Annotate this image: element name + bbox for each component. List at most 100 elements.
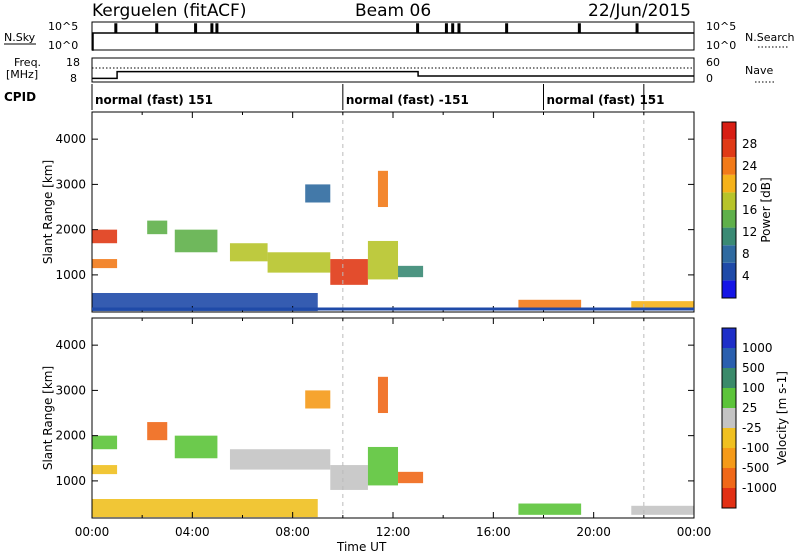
colorbar-tick-label: 20 [742, 181, 757, 195]
colorbar-swatch [722, 488, 736, 508]
colorbar-swatch [722, 468, 736, 488]
x-tick-label: 20:00 [576, 525, 611, 539]
scatter-region [147, 422, 168, 441]
scatter-region [305, 184, 331, 203]
nsky-label: N.Sky [4, 31, 36, 44]
scatter-region [518, 503, 582, 515]
freq-trace [92, 70, 694, 80]
panel-frame [91, 317, 695, 519]
colorbar-tick-label: 24 [742, 159, 757, 173]
colorbar-swatch [722, 280, 736, 298]
scatter-region [398, 265, 424, 278]
nsky-trace [92, 23, 694, 51]
freq-tick-bottom: 8 [70, 72, 77, 85]
scatter-region [92, 465, 118, 475]
beam-title: Beam 06 [355, 1, 431, 21]
scatter-region [92, 435, 118, 450]
y-tick-label: 4000 [55, 132, 86, 146]
nsky-tick-bottom: 10^0 [48, 39, 78, 52]
scatter-region [92, 259, 118, 269]
colorbar-swatch [722, 245, 736, 263]
scatter-region [147, 220, 168, 235]
colorbar-swatch [722, 328, 736, 348]
nsearch-tick-bottom: 10^0 [706, 39, 736, 52]
colorbar-swatch [722, 139, 736, 158]
colorbar-tick-label: 25 [742, 401, 757, 415]
scatter-region [92, 292, 318, 312]
station-title: Kerguelen (fitACF) [92, 1, 246, 21]
cpid-segment-label: normal (fast) -151 [346, 93, 469, 107]
scatter-region [518, 299, 582, 309]
freq-tick-top: 18 [66, 56, 80, 69]
scatter-region [377, 376, 388, 414]
colorbar-tick-label: 100 [742, 381, 765, 395]
y-tick-label: 4000 [55, 338, 86, 352]
y-axis-label: Slant Range [km] [41, 160, 55, 264]
scatter-region [330, 465, 368, 490]
scatter-region [367, 240, 399, 280]
date-title: 22/Jun/2015 [588, 1, 691, 21]
colorbar-swatch [722, 368, 736, 388]
scatter-region [267, 252, 331, 273]
colorbar-swatch [722, 428, 736, 448]
colorbar-swatch [722, 388, 736, 408]
colorbar-swatch [722, 348, 736, 368]
freq-panel [91, 57, 695, 83]
colorbar-swatch [722, 408, 736, 428]
x-axis-label: Time UT [336, 540, 387, 554]
time-axis: 00:00 04:00 08:00 12:00 16:00 20:00 00:00 [75, 525, 712, 539]
x-tick-label: 08:00 [275, 525, 310, 539]
cpid-label: CPID [4, 90, 36, 104]
colorbar-swatch [722, 262, 736, 281]
colorbar-frame [721, 121, 737, 299]
x-tick-label: 12:00 [376, 525, 411, 539]
nave-tick-top: 60 [706, 56, 720, 69]
x-tick-label: 00:00 [677, 525, 712, 539]
scatter-region [377, 170, 388, 208]
colorbar-swatch [722, 174, 736, 193]
colorbar-tick-label: 4 [742, 269, 750, 283]
colorbar-tick-label: 500 [742, 361, 765, 375]
scatter-region [631, 505, 694, 515]
colorbar-tick-label: 12 [742, 225, 757, 239]
scatter-region [305, 390, 331, 409]
colorbar-tick-label: -1000 [742, 481, 777, 495]
nsky-panel [91, 21, 695, 51]
freq-label: Freq. [14, 56, 41, 69]
colorbar-tick-label: 16 [742, 203, 757, 217]
y-tick-label: 2000 [55, 223, 86, 237]
nave-tick-bottom: 0 [706, 72, 713, 85]
scatter-region [398, 471, 424, 484]
scatter-region [367, 446, 399, 486]
scatter-region [174, 229, 218, 253]
colorbar-tick-label: -500 [742, 461, 769, 475]
x-tick-label: 16:00 [476, 525, 511, 539]
colorbar-swatch [722, 227, 736, 246]
colorbar-frame [721, 327, 737, 509]
nsky-line [92, 23, 694, 51]
scatter-region [631, 301, 694, 309]
nave-label: Nave [745, 64, 773, 77]
colorbar-tick-label: 1000 [742, 341, 773, 355]
power-colorbar: 4 8 12 16 20 24 28 Power [dB] [721, 121, 773, 299]
colorbar-swatch [722, 448, 736, 468]
panel-frame [91, 111, 695, 313]
colorbar-swatch [722, 210, 736, 228]
colorbar-tick-label: -25 [742, 421, 762, 435]
cpid-segment-label: normal (fast) 151 [95, 93, 213, 107]
scatter-region [229, 243, 268, 262]
scatter-region [174, 435, 218, 459]
y-axis-label: Slant Range [km] [41, 366, 55, 470]
scatter-region [330, 259, 368, 285]
y-tick-label: 2000 [55, 429, 86, 443]
scatter-region [92, 229, 118, 244]
scatter-region [92, 498, 318, 518]
scatter-region [229, 449, 331, 470]
colorbar-swatch [722, 122, 736, 140]
nsearch-tick-top: 10^5 [706, 20, 736, 33]
cpid-strip: normal (fast) 151 normal (fast) -151 norma… [91, 84, 665, 110]
colorbar-tick-label: 28 [742, 137, 757, 151]
y-tick-label: 3000 [55, 177, 86, 191]
